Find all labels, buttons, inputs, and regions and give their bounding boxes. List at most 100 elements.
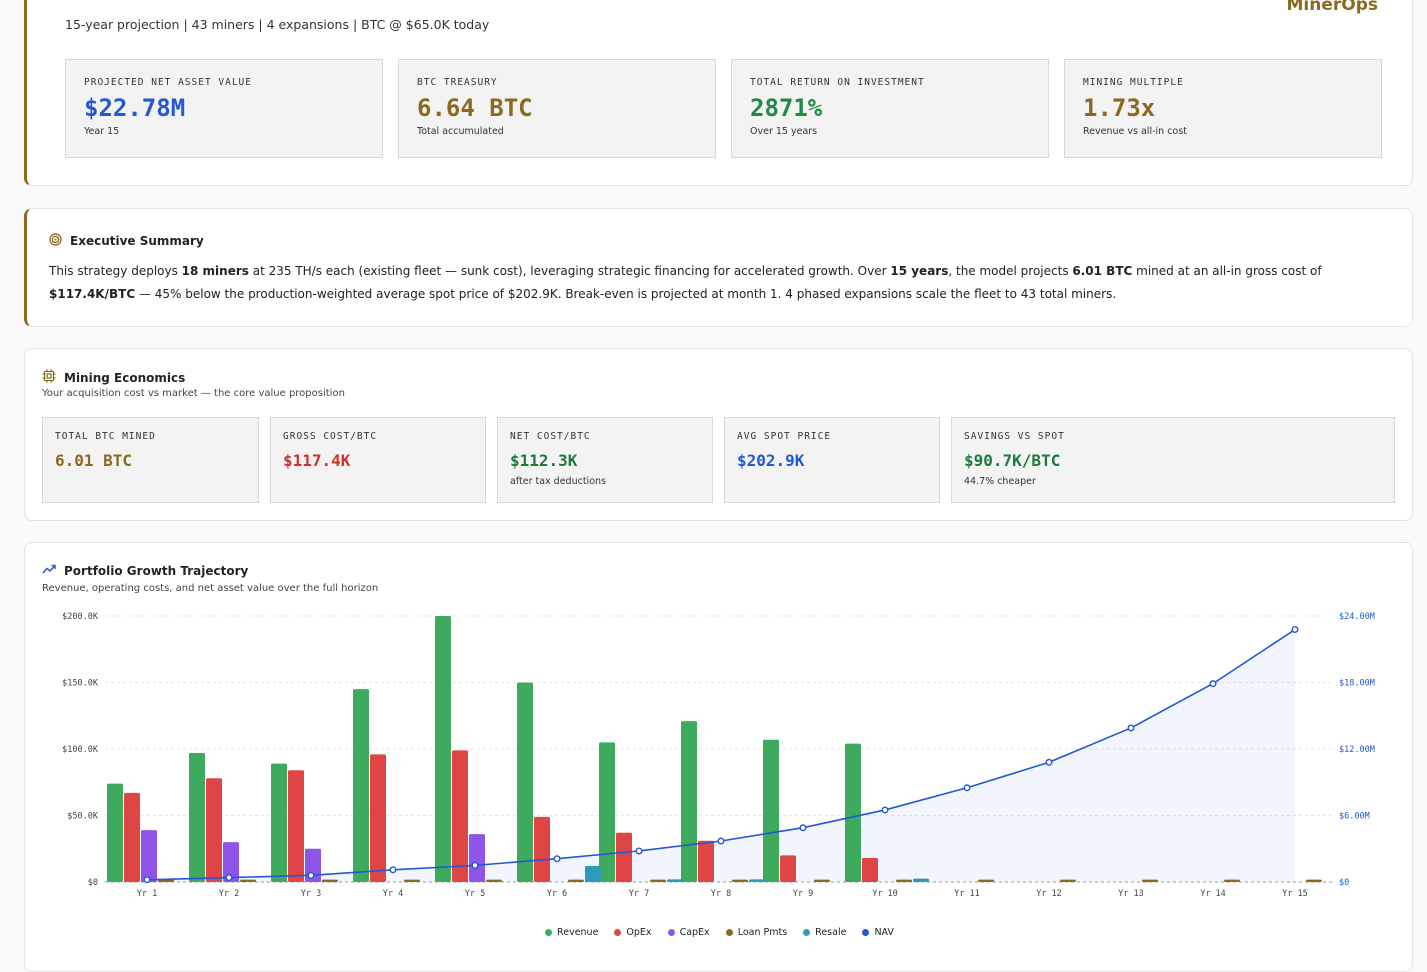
- nav-point: [1127, 724, 1135, 732]
- summary-text: , the model projects: [948, 264, 1073, 278]
- metric-savings-vs-spot: SAVINGS VS SPOT $90.7K/BTC 44.7% cheaper: [951, 417, 1395, 503]
- mining-economics-header: Mining Economics: [42, 369, 185, 386]
- bar-opex: [370, 754, 386, 882]
- legend-dot-icon: [725, 929, 733, 936]
- legend-label: Loan Pmts: [737, 927, 788, 938]
- bar-opex: [288, 770, 304, 882]
- executive-summary-card: Executive Summary This strategy deploys …: [24, 208, 1413, 327]
- x-tick-label: Yr 13: [1118, 889, 1144, 899]
- y2-tick-label: $18.00M: [1339, 679, 1375, 689]
- bar-loan-pmts: [404, 879, 420, 882]
- x-tick-label: Yr 3: [301, 889, 321, 899]
- metric-label: GROSS COST/BTC: [283, 431, 378, 442]
- mining-economics-card: Mining Economics Your acquisition cost v…: [24, 348, 1413, 521]
- x-tick-label: Yr 8: [711, 889, 731, 899]
- metric-value: $202.9K: [737, 451, 805, 470]
- bar-loan-pmts: [896, 879, 912, 882]
- bar-resale: [913, 878, 929, 882]
- kpi-row: PROJECTED NET ASSET VALUE $22.78M Year 1…: [65, 59, 1382, 158]
- legend-item-opex[interactable]: OpEx: [614, 927, 652, 938]
- kpi-label: BTC TREASURY: [417, 77, 498, 88]
- bar-loan-pmts: [240, 879, 256, 882]
- bar-loan-pmts: [732, 879, 748, 882]
- portfolio-growth-chart: $0 $50.0K $100.0K $150.0K $200.0K $0 $6.00M $12…: [62, 612, 1375, 899]
- trending-up-icon: [42, 563, 56, 578]
- legend-dot-icon: [614, 929, 622, 936]
- x-tick-label: Yr 7: [629, 889, 649, 899]
- bar-loan-pmts: [158, 879, 174, 882]
- bar-revenue: [435, 616, 451, 882]
- bar-capex: [141, 830, 157, 882]
- nav-point: [799, 824, 807, 832]
- nav-point: [471, 861, 479, 869]
- bar-revenue: [517, 682, 533, 882]
- bar-revenue: [353, 689, 369, 882]
- bar-resale: [585, 866, 601, 882]
- nav-point: [553, 855, 561, 863]
- metric-value: $112.3K: [510, 451, 578, 470]
- metric-value: 6.01 BTC: [55, 451, 133, 470]
- kpi-label: MINING MULTIPLE: [1083, 77, 1184, 88]
- projection-subtitle: 15-year projection | 43 miners | 4 expan…: [65, 17, 490, 32]
- kpi-net-asset-value: PROJECTED NET ASSET VALUE $22.78M Year 1…: [65, 59, 383, 158]
- bar-loan-pmts: [1060, 879, 1076, 882]
- nav-point: [307, 871, 315, 879]
- bar-opex: [452, 750, 468, 882]
- legend-item-nav[interactable]: NAV: [862, 927, 894, 938]
- y-tick-label: $50.0K: [67, 812, 99, 822]
- bar-loan-pmts: [1142, 879, 1158, 882]
- nav-point: [1291, 626, 1299, 634]
- legend-label: OpEx: [626, 927, 652, 938]
- metric-label: NET COST/BTC: [510, 431, 591, 442]
- legend-item-loan-pmts[interactable]: Loan Pmts: [725, 927, 788, 938]
- summary-highlight: 15 years: [890, 264, 949, 278]
- metric-label: SAVINGS VS SPOT: [964, 431, 1065, 442]
- x-tick-label: Yr 5: [465, 889, 485, 899]
- bar-loan-pmts: [322, 879, 338, 882]
- kpi-total-roi: TOTAL RETURN ON INVESTMENT 2871% Over 15…: [731, 59, 1049, 158]
- bar-opex: [206, 778, 222, 882]
- bar-opex: [780, 855, 796, 882]
- nav-point: [717, 837, 725, 845]
- bar-revenue: [599, 742, 615, 882]
- bar-resale: [749, 879, 765, 882]
- bar-capex: [469, 834, 485, 882]
- mining-economics-title: Mining Economics: [64, 370, 186, 385]
- kpi-value: 6.64 BTC: [417, 94, 533, 122]
- nav-point: [1209, 680, 1217, 688]
- portfolio-growth-header: Portfolio Growth Trajectory: [42, 563, 248, 578]
- x-tick-label: Yr 2: [219, 889, 239, 899]
- kpi-mining-multiple: MINING MULTIPLE 1.73x Revenue vs all-in …: [1064, 59, 1382, 158]
- nav-area: [147, 629, 1295, 882]
- nav-point: [881, 806, 889, 814]
- bar-resale: [667, 879, 683, 882]
- mining-economics-subtitle: Your acquisition cost vs market — the co…: [42, 388, 345, 399]
- bar-loan-pmts: [650, 879, 666, 882]
- metric-net-cost: NET COST/BTC $112.3K after tax deduction…: [497, 417, 713, 503]
- legend-label: Revenue: [557, 927, 599, 938]
- bar-opex: [534, 816, 550, 882]
- bar-opex: [124, 792, 140, 882]
- y2-tick-label: $0: [1339, 878, 1349, 888]
- target-icon: [49, 233, 62, 249]
- metric-label: TOTAL BTC MINED: [55, 431, 156, 442]
- bar-loan-pmts: [1224, 879, 1240, 882]
- chip-icon: [42, 369, 56, 386]
- executive-summary-title: Executive Summary: [70, 234, 204, 248]
- kpi-sub: Over 15 years: [750, 126, 818, 137]
- nav-point: [963, 784, 971, 792]
- bar-opex: [616, 832, 632, 882]
- y-tick-label: $0: [88, 878, 98, 888]
- bar-revenue: [107, 783, 123, 882]
- nav-point: [635, 847, 643, 855]
- legend-item-capex[interactable]: CapEx: [667, 927, 710, 938]
- metric-label: AVG SPOT PRICE: [737, 431, 832, 442]
- portfolio-growth-subtitle: Revenue, operating costs, and net asset …: [42, 583, 379, 594]
- x-tick-label: Yr 9: [793, 889, 813, 899]
- summary-text: This strategy deploys: [49, 264, 182, 278]
- legend-item-resale[interactable]: Resale: [803, 927, 846, 938]
- bar-capex: [223, 842, 239, 882]
- y-tick-label: $100.0K: [62, 745, 99, 755]
- metric-gross-cost: GROSS COST/BTC $117.4K: [270, 417, 486, 503]
- legend-item-revenue[interactable]: Revenue: [545, 927, 598, 938]
